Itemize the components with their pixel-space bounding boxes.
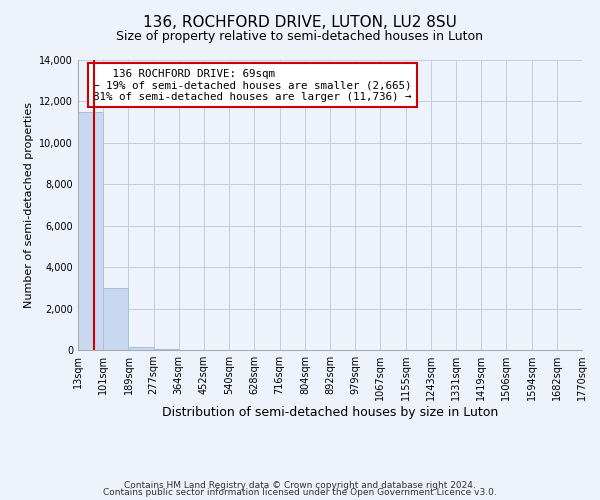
Bar bbox=[128, 347, 154, 350]
Text: 136, ROCHFORD DRIVE, LUTON, LU2 8SU: 136, ROCHFORD DRIVE, LUTON, LU2 8SU bbox=[143, 15, 457, 30]
Y-axis label: Number of semi-detached properties: Number of semi-detached properties bbox=[24, 102, 34, 308]
Bar bbox=[154, 349, 179, 350]
Text: Contains public sector information licensed under the Open Government Licence v3: Contains public sector information licen… bbox=[103, 488, 497, 497]
Bar bbox=[103, 288, 128, 350]
Text: Contains HM Land Registry data © Crown copyright and database right 2024.: Contains HM Land Registry data © Crown c… bbox=[124, 480, 476, 490]
X-axis label: Distribution of semi-detached houses by size in Luton: Distribution of semi-detached houses by … bbox=[162, 406, 498, 419]
Text: Size of property relative to semi-detached houses in Luton: Size of property relative to semi-detach… bbox=[116, 30, 484, 43]
Text: 136 ROCHFORD DRIVE: 69sqm
← 19% of semi-detached houses are smaller (2,665)
81% : 136 ROCHFORD DRIVE: 69sqm ← 19% of semi-… bbox=[93, 68, 412, 102]
Bar bbox=[78, 112, 103, 350]
